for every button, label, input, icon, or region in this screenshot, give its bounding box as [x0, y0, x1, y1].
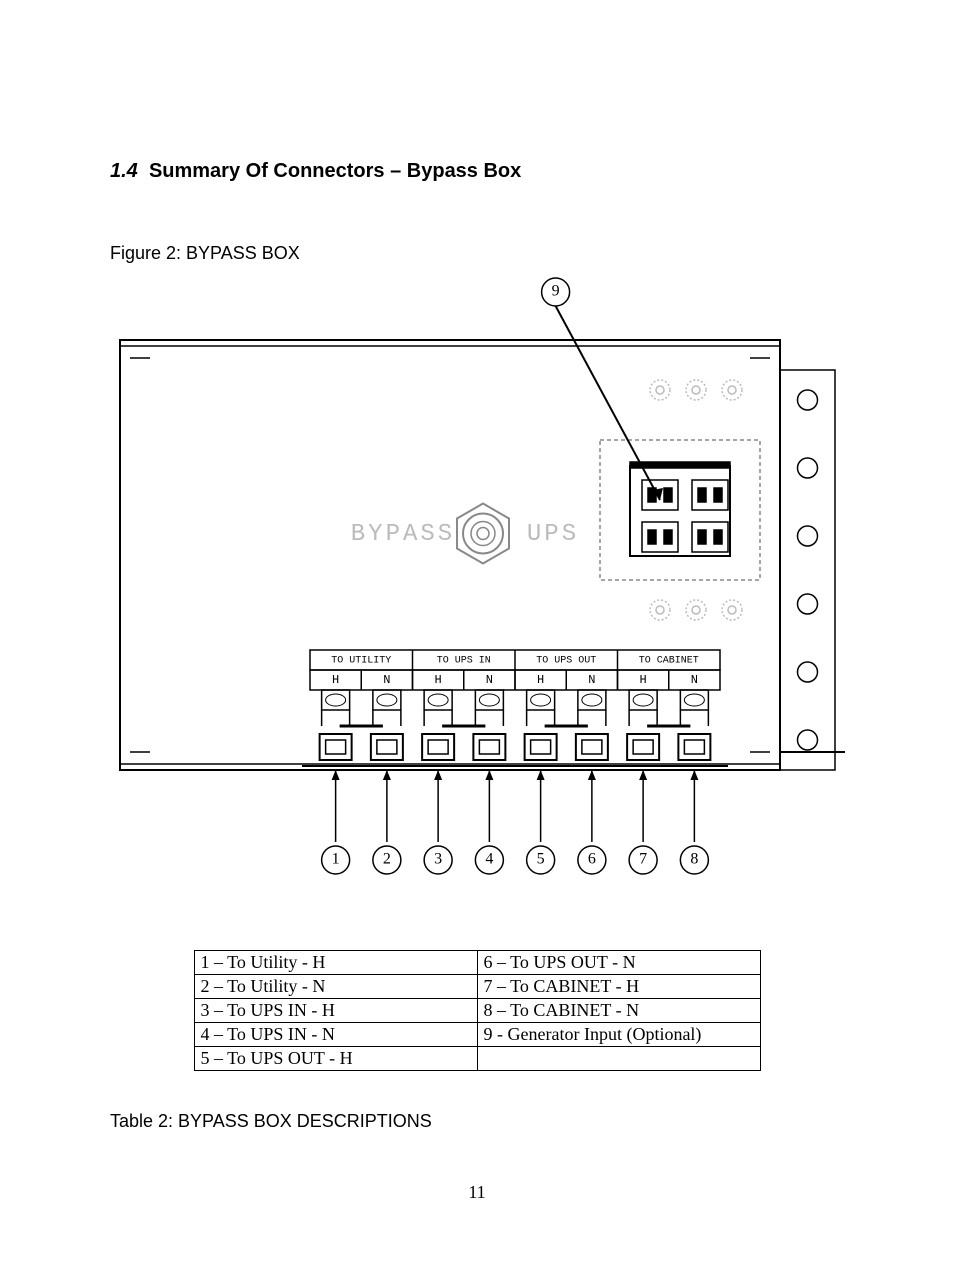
- table-cell: 2 – To Utility - N: [194, 975, 477, 999]
- svg-text:2: 2: [383, 851, 391, 868]
- section-number: 1.4: [110, 160, 138, 182]
- table-row: 5 – To UPS OUT - H: [194, 1047, 760, 1071]
- bypass-box-diagram: BYPASS UPS TO UTILITY H N TO UPS IN H N TO UPS O…: [110, 270, 850, 910]
- table-row: 2 – To Utility - N7 – To CABINET - H: [194, 975, 760, 999]
- svg-text:N: N: [588, 673, 595, 687]
- section-title-text: Summary Of Connectors – Bypass Box: [149, 160, 521, 182]
- svg-text:N: N: [691, 673, 698, 687]
- svg-text:UPS: UPS: [527, 521, 579, 548]
- svg-text:1: 1: [332, 851, 340, 868]
- svg-text:H: H: [435, 673, 442, 687]
- table-row: 3 – To UPS IN - H8 – To CABINET - N: [194, 999, 760, 1023]
- svg-text:H: H: [537, 673, 544, 687]
- figure-caption: Figure 2: BYPASS BOX: [110, 243, 844, 264]
- svg-text:6: 6: [588, 851, 596, 868]
- svg-text:TO UPS IN: TO UPS IN: [437, 656, 491, 667]
- descriptions-table: 1 – To Utility - H6 – To UPS OUT - N2 – …: [194, 950, 761, 1071]
- svg-text:BYPASS: BYPASS: [351, 521, 455, 548]
- svg-text:N: N: [486, 673, 493, 687]
- table-cell: 8 – To CABINET - N: [477, 999, 760, 1023]
- table-cell: 4 – To UPS IN - N: [194, 1023, 477, 1047]
- svg-text:3: 3: [434, 851, 442, 868]
- table-cell: 7 – To CABINET - H: [477, 975, 760, 999]
- table-cell: 1 – To Utility - H: [194, 951, 477, 975]
- page-number: 11: [110, 1182, 844, 1203]
- svg-text:TO UTILITY: TO UTILITY: [331, 656, 391, 667]
- svg-text:8: 8: [690, 851, 698, 868]
- table-row: 4 – To UPS IN - N9 - Generator Input (Op…: [194, 1023, 760, 1047]
- svg-text:TO UPS OUT: TO UPS OUT: [536, 656, 596, 667]
- table-row: 1 – To Utility - H6 – To UPS OUT - N: [194, 951, 760, 975]
- table-cell: 5 – To UPS OUT - H: [194, 1047, 477, 1071]
- svg-text:9: 9: [552, 283, 560, 300]
- table-cell: 3 – To UPS IN - H: [194, 999, 477, 1023]
- svg-text:N: N: [383, 673, 390, 687]
- table-cell: 9 - Generator Input (Optional): [477, 1023, 760, 1047]
- table-cell: [477, 1047, 760, 1071]
- svg-text:H: H: [640, 673, 647, 687]
- svg-text:7: 7: [639, 851, 647, 868]
- svg-text:TO CABINET: TO CABINET: [639, 656, 699, 667]
- table-caption: Table 2: BYPASS BOX DESCRIPTIONS: [110, 1111, 844, 1132]
- svg-text:5: 5: [537, 851, 545, 868]
- table-cell: 6 – To UPS OUT - N: [477, 951, 760, 975]
- svg-text:4: 4: [485, 851, 493, 868]
- svg-text:H: H: [332, 673, 339, 687]
- section-heading: 1.4 Summary Of Connectors – Bypass Box: [110, 160, 844, 183]
